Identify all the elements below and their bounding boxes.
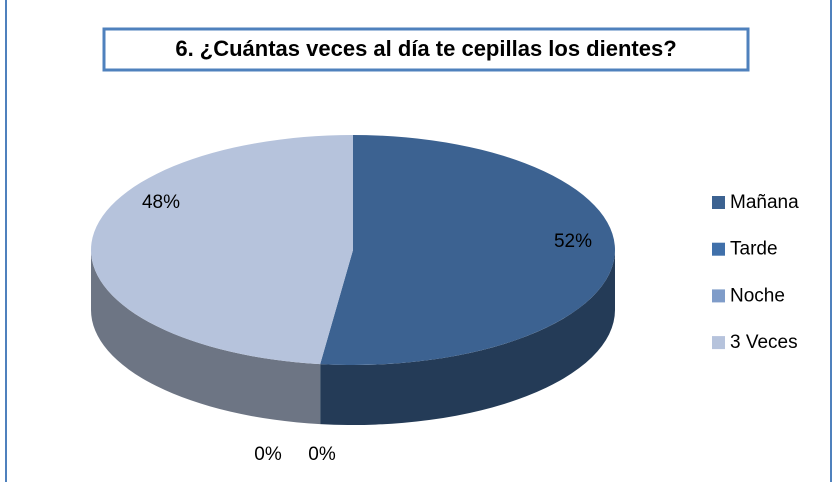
legend-label: Tarde <box>730 239 778 260</box>
legend-label: Noche <box>730 285 785 306</box>
title-box <box>102 27 750 72</box>
pie-slice <box>90 135 354 365</box>
data-label: 52% <box>554 231 592 252</box>
legend-swatch <box>712 196 725 209</box>
data-label: 0% <box>254 444 282 465</box>
legend-swatch <box>712 336 725 350</box>
legend-swatch <box>712 242 725 256</box>
legend-label: Mañana <box>730 192 799 213</box>
chart-title: 6. ¿Cuántas veces al día te cepillas los… <box>175 36 676 61</box>
data-label: 48% <box>142 192 180 213</box>
legend-swatch <box>712 289 725 303</box>
legend-label: 3 Veces <box>730 332 798 353</box>
pie-slice-side <box>91 250 321 425</box>
pie-slice-side <box>320 250 615 426</box>
data-label: 0% <box>308 444 336 465</box>
pie-slice <box>320 135 615 365</box>
